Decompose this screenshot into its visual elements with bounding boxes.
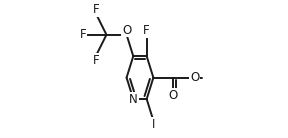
Text: O: O [122,24,131,37]
Text: N: N [129,93,138,106]
Text: F: F [92,54,99,67]
Text: I: I [152,118,155,131]
Text: F: F [80,28,86,41]
Text: O: O [190,71,200,84]
Text: F: F [143,24,150,37]
Text: F: F [92,3,99,16]
Text: O: O [169,89,178,102]
